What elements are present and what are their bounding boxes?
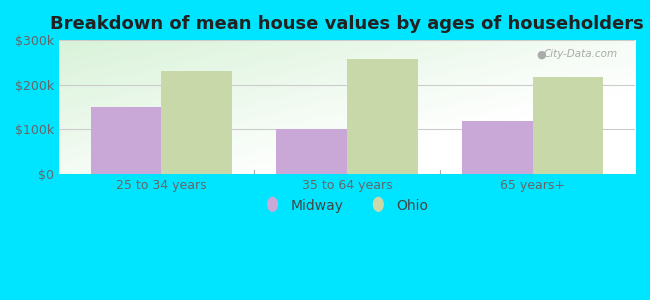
Title: Breakdown of mean house values by ages of householders: Breakdown of mean house values by ages o…	[50, 15, 644, 33]
Legend: Midway, Ohio: Midway, Ohio	[260, 193, 434, 218]
Bar	[347, 59, 417, 174]
Bar	[462, 121, 533, 174]
Bar	[276, 130, 347, 174]
Text: City-Data.com: City-Data.com	[543, 50, 618, 59]
Bar	[533, 77, 603, 174]
Text: ●: ●	[536, 50, 546, 59]
Bar	[161, 71, 232, 174]
Bar	[90, 107, 161, 174]
